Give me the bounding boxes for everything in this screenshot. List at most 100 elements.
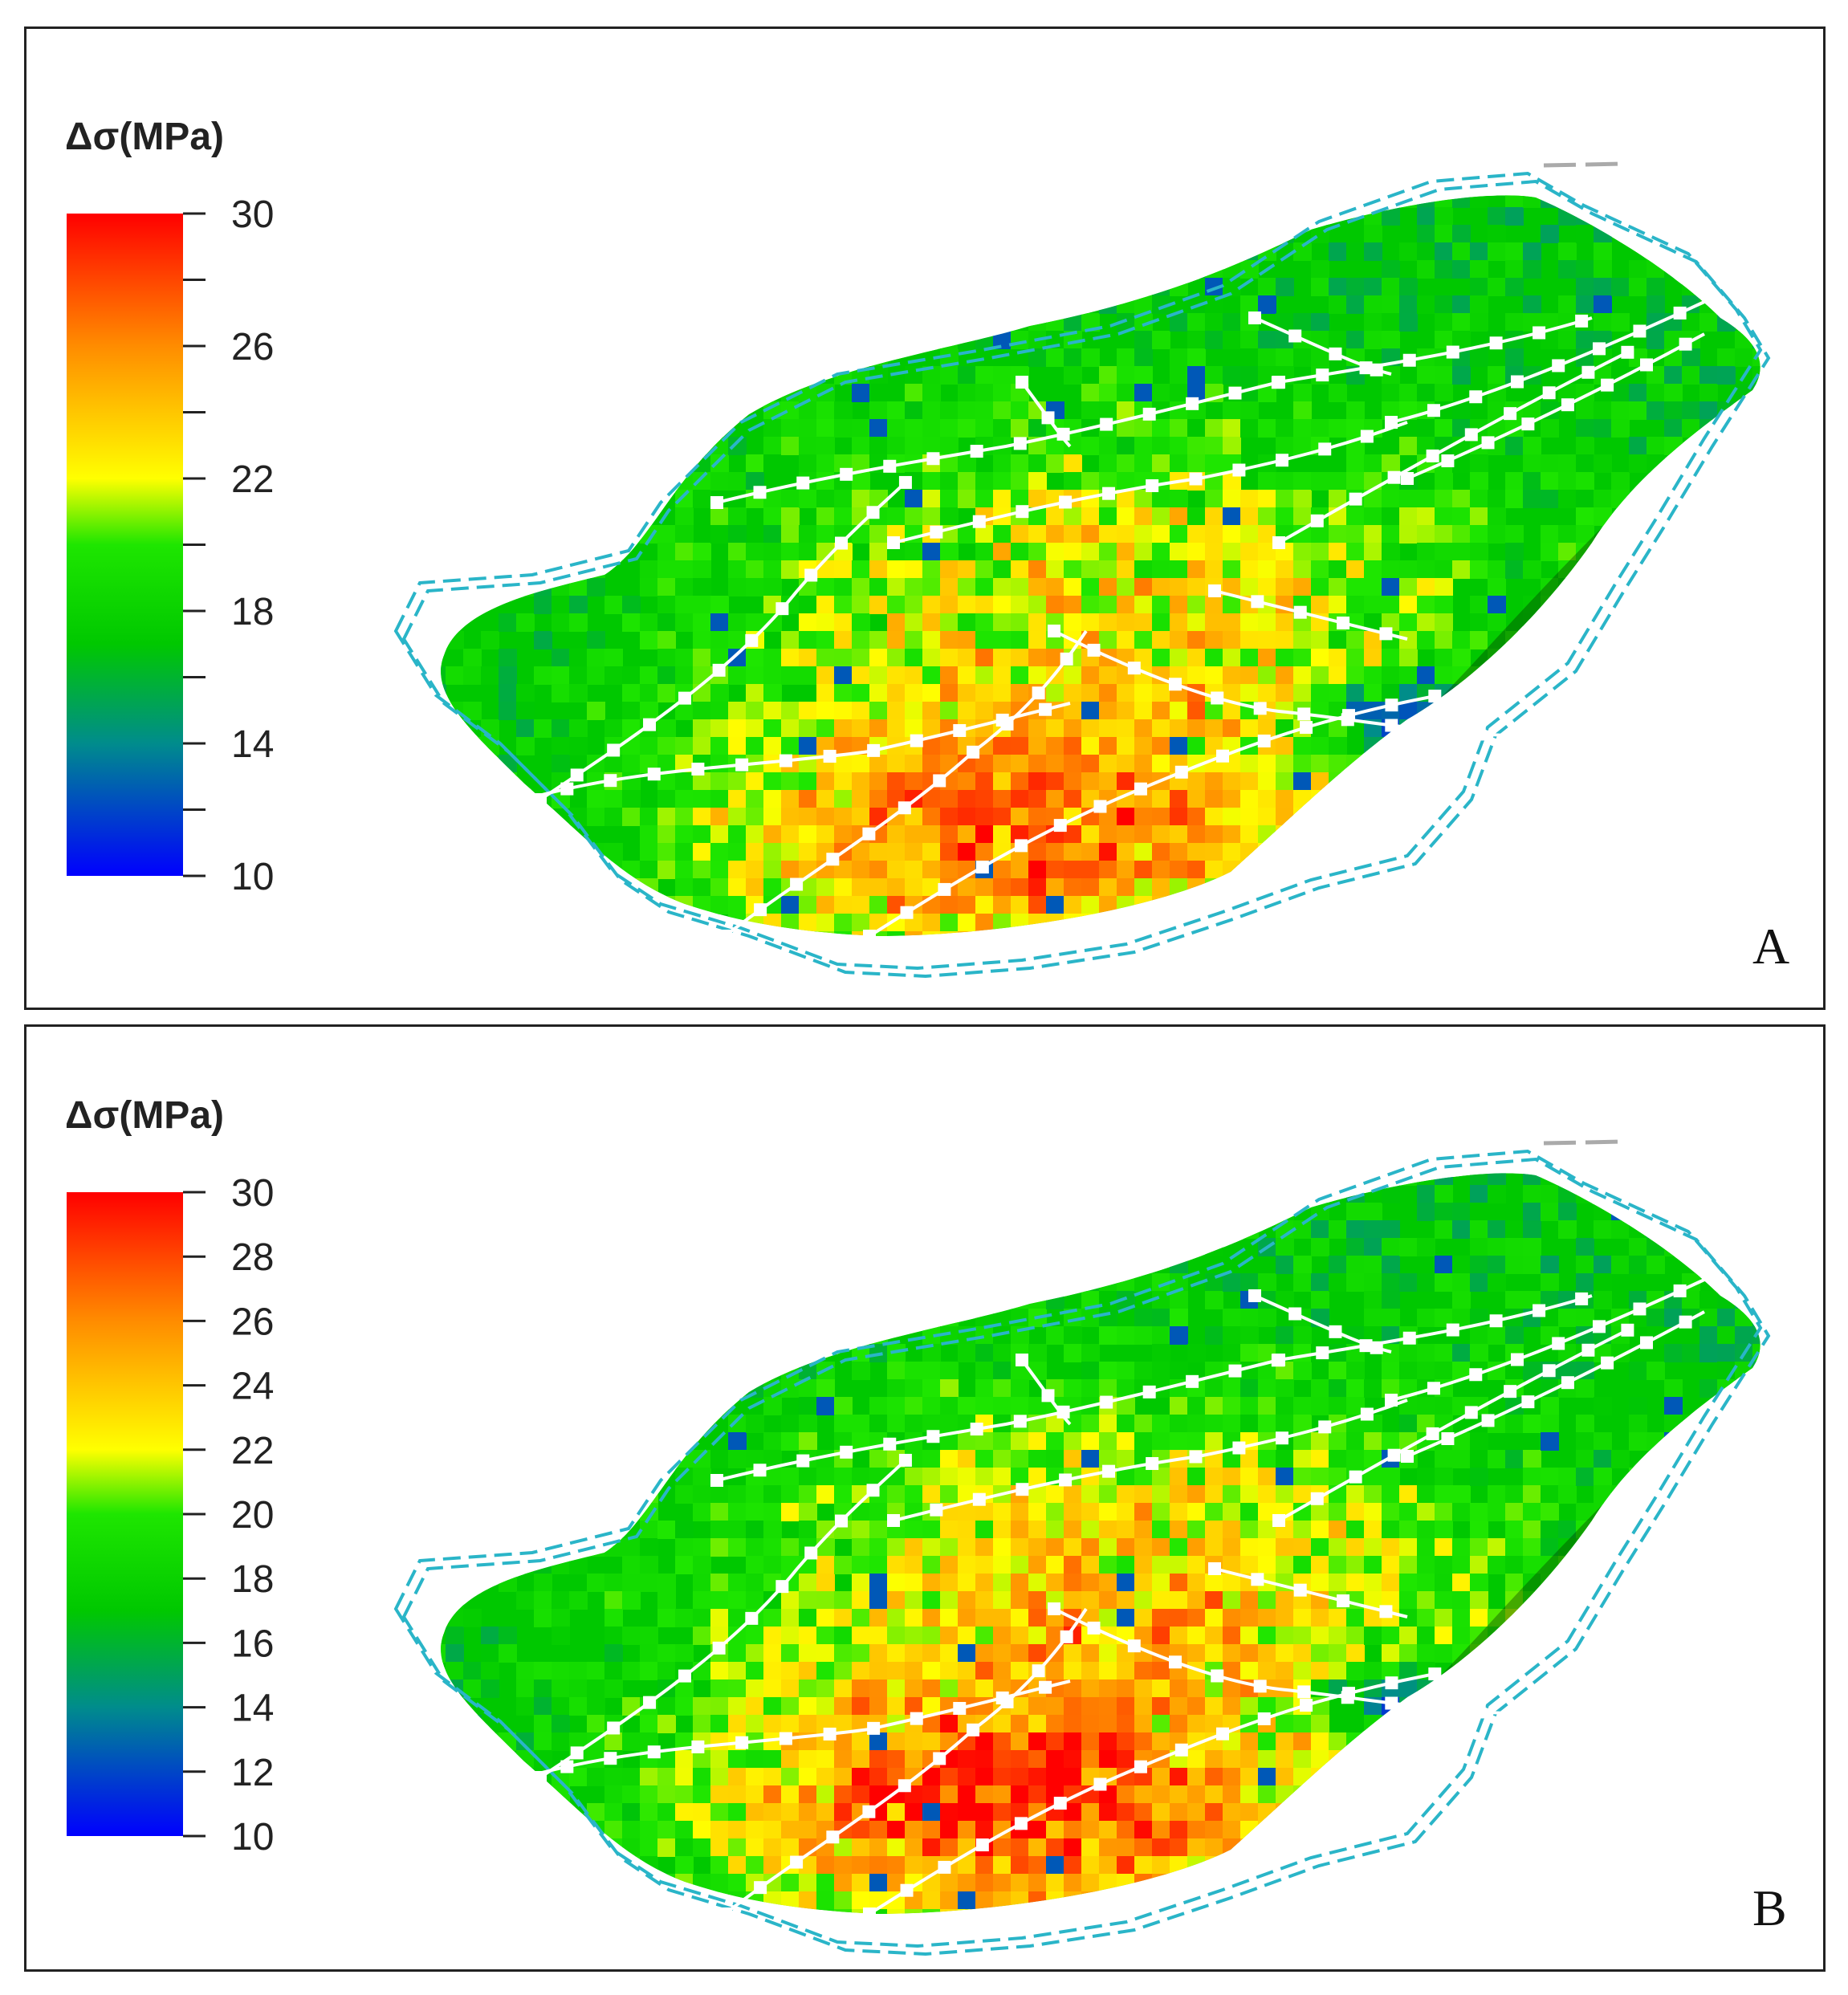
stress-cell: [1064, 1432, 1082, 1451]
stress-cell: [1682, 525, 1700, 544]
stress-cell: [905, 772, 923, 791]
stress-cell: [1399, 931, 1418, 937]
stress-cell: [604, 1203, 623, 1221]
stress-cell: [1382, 1715, 1400, 1733]
stress-cell: [1470, 1821, 1488, 1839]
stress-cell: [1452, 1503, 1471, 1521]
stress-cell: [441, 1450, 446, 1468]
stress-cell: [1523, 195, 1541, 208]
stress-cell: [781, 808, 800, 826]
stress-cell: [1664, 914, 1683, 932]
stress-cell: [1505, 808, 1524, 826]
stress-cell: [728, 1256, 747, 1274]
stress-cell: [958, 1468, 976, 1486]
stress-cell: [1611, 790, 1630, 808]
stress-cell: [922, 1273, 941, 1292]
stress-cell: [1452, 719, 1471, 738]
stress-cell: [1647, 896, 1665, 914]
stress-cell: [816, 1173, 835, 1186]
stress-cell: [1417, 207, 1435, 226]
stress-cell: [1329, 1785, 1347, 1804]
stress-cell: [1594, 649, 1612, 667]
stress-cell: [569, 1697, 588, 1716]
stress-cell: [816, 313, 835, 332]
stress-cell: [1399, 490, 1418, 508]
stress-cell: [1081, 1273, 1100, 1292]
stress-cell: [1028, 1220, 1047, 1239]
stress-cell: [1223, 437, 1241, 455]
stress-cell: [1152, 242, 1170, 261]
stress-cell: [1152, 1220, 1170, 1239]
stress-cell: [1470, 1874, 1488, 1892]
stress-cell: [940, 1821, 959, 1839]
survey-point: [887, 536, 900, 549]
stress-cell: [1240, 401, 1259, 420]
stress-cell: [1117, 1450, 1135, 1468]
stress-cell: [940, 490, 959, 508]
stress-cell: [1258, 755, 1276, 773]
stress-cell: [746, 702, 764, 720]
stress-cell: [481, 1750, 499, 1769]
stress-cell: [1346, 401, 1365, 420]
stress-cell: [1452, 490, 1471, 508]
stress-cell: [1081, 437, 1100, 455]
stress-cell: [710, 1838, 729, 1857]
stress-cell: [958, 825, 976, 844]
stress-cell: [675, 666, 694, 685]
stress-cell: [940, 596, 959, 614]
stress-cell: [852, 613, 870, 632]
stress-cell: [940, 1909, 959, 1915]
stress-cell: [1417, 1909, 1435, 1915]
stress-cell: [446, 1697, 464, 1716]
stress-cell: [905, 1679, 923, 1698]
stress-cell: [1752, 843, 1760, 861]
stress-cell: [1240, 366, 1259, 385]
stress-cell: [1488, 1238, 1506, 1256]
stress-cell: [1417, 295, 1435, 314]
stress-cell: [1258, 1203, 1276, 1221]
stress-cell: [1240, 1450, 1259, 1468]
stress-cell: [975, 384, 994, 402]
stress-cell: [1417, 914, 1435, 932]
stress-cell: [728, 1538, 747, 1557]
stress-cell: [746, 454, 764, 473]
stress-cell: [975, 419, 994, 438]
stress-cell: [1752, 543, 1760, 561]
stress-cell: [1488, 931, 1506, 937]
stress-cell: [1647, 454, 1665, 473]
stress-cell: [1399, 525, 1418, 544]
stress-cell: [1364, 1574, 1382, 1592]
stress-cell: [852, 1644, 870, 1663]
stress-cell: [1240, 1468, 1259, 1486]
stress-cell: [1488, 1803, 1506, 1822]
stress-cell: [1311, 1521, 1329, 1539]
stress-cell: [869, 1203, 888, 1221]
stress-cell: [1240, 1415, 1259, 1433]
stress-cell: [1064, 684, 1082, 702]
stress-cell: [816, 1379, 835, 1398]
stress-cell: [852, 419, 870, 438]
stress-cell: [1276, 914, 1294, 932]
stress-cell: [728, 366, 747, 385]
stress-cell: [887, 1679, 906, 1698]
stress-cell: [710, 1609, 729, 1627]
stress-cell: [1117, 931, 1135, 937]
stress-cell: [1028, 313, 1047, 332]
stress-cell: [1099, 401, 1117, 420]
stress-cell: [446, 1273, 464, 1292]
stress-cell: [693, 1503, 711, 1521]
stress-cell: [799, 1715, 817, 1733]
stress-cell: [1629, 207, 1647, 226]
stress-cell: [763, 843, 782, 861]
stress-cell: [799, 1785, 817, 1804]
stress-cell: [1187, 1750, 1206, 1769]
stress-cell: [1258, 295, 1276, 314]
stress-cell: [763, 684, 782, 702]
stress-cell: [1081, 543, 1100, 561]
stress-cell: [1205, 825, 1223, 844]
stress-cell: [1170, 1415, 1188, 1433]
stress-cell: [869, 1821, 888, 1839]
stress-cell: [1011, 1521, 1029, 1539]
stress-cell: [463, 1521, 482, 1539]
stress-cell: [1470, 1238, 1488, 1256]
